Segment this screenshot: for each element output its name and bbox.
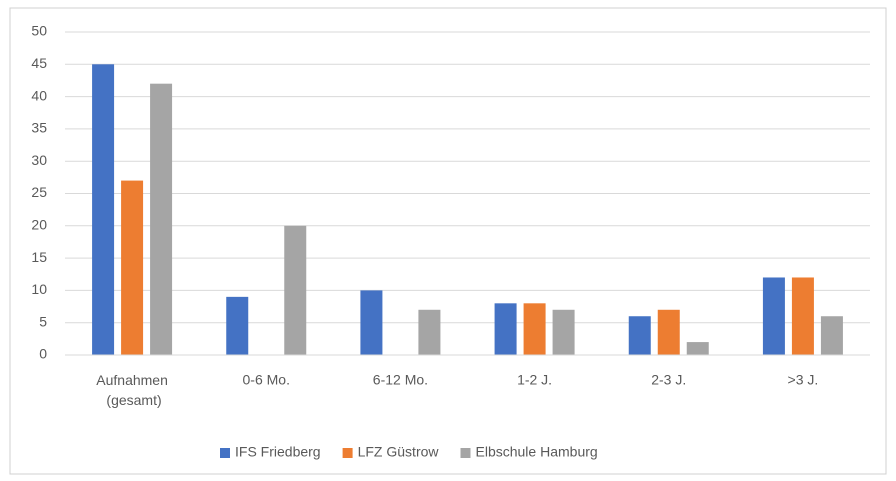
y-tick-label: 40 xyxy=(31,87,47,103)
legend-swatch xyxy=(342,448,353,458)
bar xyxy=(657,309,680,355)
legend-label: Elbschule Hamburg xyxy=(476,444,598,460)
bar xyxy=(92,64,115,356)
y-tick-label: 50 xyxy=(31,23,47,39)
bar xyxy=(284,225,307,355)
bar xyxy=(791,277,814,355)
x-tick-label: 2-3 J. xyxy=(651,372,686,388)
y-tick-label: 30 xyxy=(31,152,47,168)
bar xyxy=(494,303,517,355)
bar xyxy=(523,303,546,355)
legend-label: IFS Friedberg xyxy=(235,444,321,460)
bar xyxy=(360,290,383,355)
bar xyxy=(686,342,709,355)
bar xyxy=(820,316,843,355)
bar xyxy=(628,316,651,355)
y-tick-label: 0 xyxy=(39,346,47,362)
legend-swatch xyxy=(220,448,230,458)
bar xyxy=(552,309,575,355)
bar xyxy=(762,277,785,355)
legend-label: LFZ Güstrow xyxy=(358,444,440,460)
y-tick-label: 5 xyxy=(39,313,47,329)
legend-swatch xyxy=(460,448,471,458)
y-tick-label: 10 xyxy=(31,281,47,297)
x-tick-label: Aufnahmen (gesamt) xyxy=(96,372,168,408)
bar xyxy=(121,180,144,355)
y-tick-label: 20 xyxy=(31,217,47,233)
x-tick-label: 6-12 Mo. xyxy=(373,372,428,388)
y-tick-label: 35 xyxy=(31,120,47,136)
x-tick-label: >3 J. xyxy=(788,372,819,388)
x-tick-label: 0-6 Mo. xyxy=(243,372,290,388)
y-tick-label: 25 xyxy=(31,184,47,200)
bar xyxy=(150,83,173,356)
bar xyxy=(226,296,249,355)
y-tick-label: 45 xyxy=(31,55,47,71)
x-tick-label: 1-2 J. xyxy=(517,372,552,388)
y-tick-label: 15 xyxy=(31,249,47,265)
bar xyxy=(418,309,441,355)
